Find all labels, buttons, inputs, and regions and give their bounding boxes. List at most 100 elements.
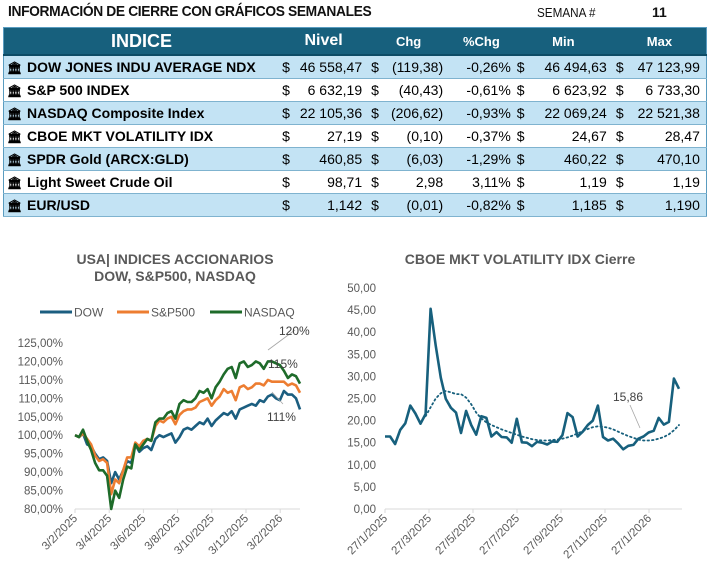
currency-symbol: $ bbox=[516, 197, 525, 213]
y-tick-label: 15,00 bbox=[347, 438, 376, 450]
index-name: CBOE MKT VOLATILITY IDX bbox=[27, 128, 214, 144]
y-tick-label: 20,00 bbox=[347, 416, 376, 428]
annotation-leader bbox=[629, 404, 641, 429]
chg-cell: $ (40,43) bbox=[368, 78, 450, 102]
pctchg-value: 3,11% bbox=[472, 174, 511, 190]
currency-symbol: $ bbox=[516, 59, 525, 75]
currency-symbol: $ bbox=[282, 174, 290, 190]
week-label: SEMANA # bbox=[537, 5, 596, 20]
currency-symbol: $ bbox=[516, 174, 525, 190]
bank-building-icon: 🏛 bbox=[7, 130, 23, 144]
chg-cell: $2,98 bbox=[368, 170, 450, 194]
series-line-dow bbox=[74, 389, 302, 485]
y-tick-label: 80,00% bbox=[24, 504, 63, 516]
max-cell: $47 123,99 bbox=[612, 55, 707, 79]
chg-cell-value: (119,38) bbox=[392, 59, 444, 75]
table-row[interactable]: 🏛 Light Sweet Crude Oil $98,71 $2,98 3,11% $1… bbox=[3, 170, 707, 194]
x-tick-label: 3/6/2025 bbox=[108, 513, 148, 553]
table-row[interactable]: 🏛 EUR/USD $1,142 $ (0,01) -0,82% $1,185 $1,190 bbox=[3, 193, 707, 217]
table-row[interactable]: 🏛 DOW JONES INDU AVERAGE NDX $46 558,47 $ (1… bbox=[3, 55, 707, 79]
table-row[interactable]: 🏛 S&P 500 INDEX $6 632,19 $ (40,43) -0,61% $6 … bbox=[3, 78, 707, 102]
y-tick-label: 25,00 bbox=[347, 394, 376, 406]
pctchg-value: -0,37% bbox=[466, 128, 511, 144]
currency-symbol: $ bbox=[371, 105, 379, 121]
bank-building-icon: 🏛 bbox=[7, 199, 23, 213]
currency-symbol: $ bbox=[371, 197, 379, 213]
table-row[interactable]: 🏛 NASDAQ Composite Index $22 105,36 $ (206,6… bbox=[3, 101, 707, 125]
col-nivel: Nivel bbox=[279, 27, 369, 56]
index-name-cell: 🏛 EUR/USD bbox=[3, 193, 280, 217]
bank-building-icon: 🏛 bbox=[7, 61, 23, 75]
index-name-cell: 🏛 Light Sweet Crude Oil bbox=[3, 170, 280, 194]
left-chart-title: USA| INDICES ACCIONARIOS DOW, S&P500, NA… bbox=[20, 251, 330, 285]
col-indice: INDICE bbox=[3, 27, 280, 56]
x-tick-label: 3/2/2026 bbox=[245, 513, 285, 553]
pctchg-value: -0,82% bbox=[466, 197, 511, 213]
x-tick-label: 3/4/2025 bbox=[74, 513, 114, 553]
nivel-cell-value: 460,85 bbox=[319, 151, 363, 167]
trendline bbox=[424, 390, 680, 442]
legend-label: S&P500 bbox=[151, 306, 195, 320]
max-cell: $6 733,30 bbox=[612, 78, 707, 102]
index-name: S&P 500 INDEX bbox=[27, 82, 130, 98]
currency-symbol: $ bbox=[371, 128, 379, 144]
pctchg-cell: -0,61% bbox=[449, 78, 514, 102]
y-tick-label: 10,00 bbox=[347, 460, 376, 472]
index-name: SPDR Gold (ARCX:GLD) bbox=[27, 151, 189, 167]
min-cell: $1,185 bbox=[513, 193, 613, 217]
series-line-vix bbox=[385, 307, 681, 451]
currency-symbol: $ bbox=[516, 82, 525, 98]
y-tick-label: 50,00 bbox=[347, 283, 376, 295]
bank-building-icon: 🏛 bbox=[7, 84, 23, 98]
currency-symbol: $ bbox=[371, 174, 379, 190]
min-cell-value: 46 494,63 bbox=[544, 59, 607, 75]
nivel-cell: $6 632,19 bbox=[279, 78, 369, 102]
index-name-cell: 🏛 CBOE MKT VOLATILITY IDX bbox=[3, 124, 280, 148]
table-row[interactable]: 🏛 CBOE MKT VOLATILITY IDX $27,19 $ (0,10) -0,… bbox=[3, 124, 707, 148]
report-title: INFORMACIÓN DE CIERRE CON GRÁFICOS SEMAN… bbox=[8, 3, 372, 20]
bank-building-icon: 🏛 bbox=[7, 153, 23, 167]
max-cell-value: 28,47 bbox=[664, 128, 700, 144]
title-row: INFORMACIÓN DE CIERRE CON GRÁFICOS SEMAN… bbox=[4, 2, 708, 22]
left-chart-title-line1: USA| INDICES ACCIONARIOS bbox=[76, 251, 274, 267]
series-line-nasdaq bbox=[74, 360, 302, 511]
annotation-dow: 111% bbox=[267, 410, 296, 424]
index-name-cell: 🏛 SPDR Gold (ARCX:GLD) bbox=[3, 147, 280, 171]
col-min: Min bbox=[513, 27, 613, 56]
y-tick-label: 0,00 bbox=[354, 504, 376, 516]
chg-cell-value: (0,01) bbox=[406, 197, 444, 213]
col-pctchg: %Chg bbox=[449, 27, 514, 56]
y-tick-label: 35,00 bbox=[347, 349, 376, 361]
bank-building-icon: 🏛 bbox=[7, 107, 23, 121]
index-name: EUR/USD bbox=[27, 197, 91, 213]
x-tick-label: 27/11/2025 bbox=[562, 513, 611, 562]
nivel-cell: $27,19 bbox=[279, 124, 369, 148]
nivel-cell-value: 22 105,36 bbox=[299, 105, 363, 121]
x-tick-label: 27/1/2025 bbox=[345, 513, 390, 558]
y-tick-label: 110,00% bbox=[18, 393, 63, 405]
pctchg-cell: 3,11% bbox=[449, 170, 514, 194]
x-tick-label: 27/9/2025 bbox=[521, 513, 566, 558]
x-tick-label: 27/5/2025 bbox=[433, 513, 478, 558]
chg-cell: $ (206,62) bbox=[368, 101, 450, 125]
chg-cell-value: (206,62) bbox=[390, 105, 444, 121]
max-cell: $28,47 bbox=[612, 124, 707, 148]
max-cell-value: 1,19 bbox=[672, 174, 700, 190]
currency-symbol: $ bbox=[615, 59, 624, 75]
min-cell-value: 22 069,24 bbox=[544, 105, 607, 121]
table-row[interactable]: 🏛 SPDR Gold (ARCX:GLD) $460,85 $ (6,03) -1,29… bbox=[3, 147, 707, 171]
nivel-cell: $1,142 bbox=[279, 193, 369, 217]
nivel-cell-value: 27,19 bbox=[327, 128, 363, 144]
currency-symbol: $ bbox=[371, 59, 379, 75]
max-cell-value: 470,10 bbox=[657, 151, 700, 167]
x-tick-label: 3/2/2025 bbox=[40, 513, 80, 553]
max-cell-value: 47 123,99 bbox=[637, 59, 700, 75]
x-tick-label: 27/1/2026 bbox=[609, 513, 654, 558]
min-cell-value: 460,22 bbox=[563, 151, 607, 167]
currency-symbol: $ bbox=[615, 82, 624, 98]
max-cell: $22 521,38 bbox=[612, 101, 707, 125]
chg-cell: $ (0,01) bbox=[368, 193, 450, 217]
pctchg-value: -0,61% bbox=[466, 82, 511, 98]
currency-symbol: $ bbox=[282, 151, 290, 167]
chg-cell-value: (0,10) bbox=[406, 128, 444, 144]
